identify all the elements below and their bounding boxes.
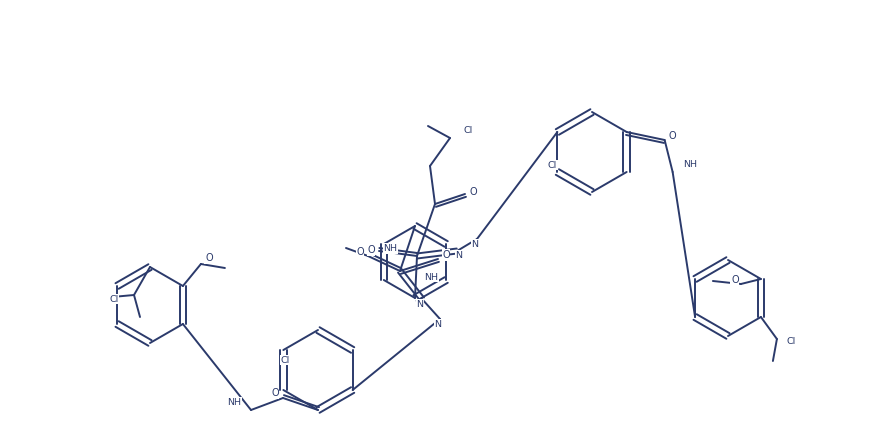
Text: NH: NH — [383, 244, 397, 253]
Text: NH: NH — [227, 398, 241, 406]
Text: O: O — [205, 253, 213, 263]
Text: O: O — [271, 388, 279, 398]
Text: O: O — [469, 187, 477, 197]
Text: N: N — [455, 251, 462, 259]
Text: N: N — [417, 300, 424, 309]
Text: Cl: Cl — [548, 160, 557, 170]
Text: N: N — [434, 320, 441, 328]
Text: O: O — [442, 250, 450, 260]
Text: N: N — [472, 239, 479, 249]
Text: NH: NH — [424, 272, 438, 282]
Text: NH: NH — [682, 160, 696, 168]
Text: Cl: Cl — [281, 355, 290, 364]
Text: Cl: Cl — [787, 337, 795, 345]
Text: O: O — [356, 247, 364, 257]
Text: O: O — [367, 245, 374, 255]
Text: O: O — [731, 275, 738, 285]
Text: Cl: Cl — [463, 126, 473, 134]
Text: O: O — [669, 131, 676, 141]
Text: Cl: Cl — [110, 294, 118, 303]
